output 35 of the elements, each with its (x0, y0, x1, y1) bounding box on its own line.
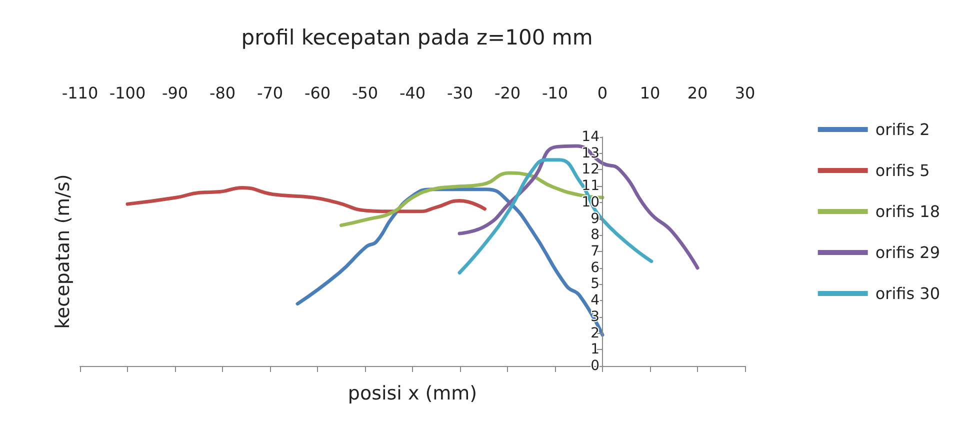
y-tick-label: 1 (590, 342, 600, 358)
y-tick-label: 14 (582, 129, 600, 145)
y-tick-label: 7 (590, 244, 600, 260)
legend-label: orifis 29 (875, 243, 940, 262)
chart-title: profil kecepatan pada z=100 mm (241, 26, 593, 50)
y-tick-label: 12 (582, 162, 600, 178)
legend-label: orifis 5 (875, 161, 930, 180)
x-tick-label: -90 (162, 84, 188, 102)
x-tick-label: 10 (640, 84, 660, 102)
x-tick-label: -30 (446, 84, 474, 102)
x-tick-label: 30 (734, 84, 756, 102)
x-tick-label: -10 (542, 84, 568, 102)
x-tick-label: -20 (494, 84, 521, 102)
x-tick-label: -40 (399, 84, 426, 102)
x-axis-title: posisi x (mm) (348, 382, 478, 404)
y-tick-label: 2 (590, 325, 600, 342)
x-tick-label: 20 (687, 84, 708, 102)
y-tick-label: 8 (590, 227, 600, 244)
x-tick-label: -110 (62, 84, 98, 102)
y-tick-label: 5 (590, 276, 600, 292)
x-tick-label: -100 (109, 84, 146, 102)
y-tick-label: 6 (590, 260, 600, 276)
x-tick-label: -80 (209, 84, 236, 102)
x-tick-label: -50 (352, 84, 378, 102)
y-axis-title: kecepatan (m/s) (52, 174, 74, 329)
line-series (458, 158, 654, 275)
y-tick-label: 4 (590, 292, 600, 309)
y-tick-label: 9 (590, 210, 600, 227)
x-tick-label: -70 (256, 84, 284, 102)
y-tick-label: 0 (590, 358, 600, 374)
legend-label: orifis 2 (875, 120, 930, 139)
legend-label: orifis 30 (875, 284, 940, 303)
legend-label: orifis 18 (875, 202, 940, 221)
line-series (126, 186, 486, 214)
x-tick-label: -60 (304, 84, 331, 102)
